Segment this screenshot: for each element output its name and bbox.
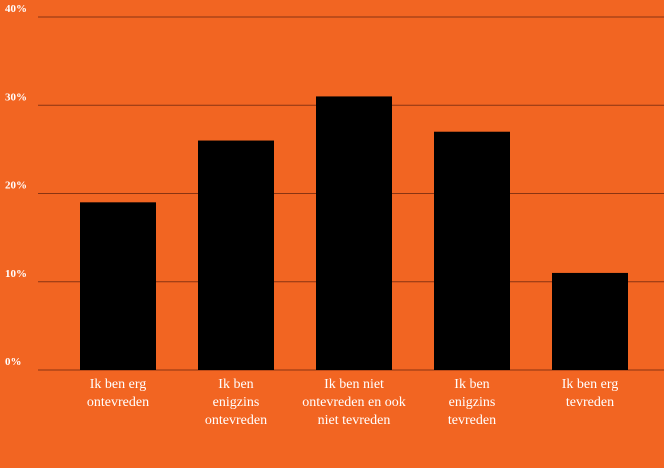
bar xyxy=(198,140,274,370)
y-tick-label: 0% xyxy=(5,356,22,368)
bar xyxy=(434,131,510,370)
x-tick-label: Ik ben erg ontevreden xyxy=(86,377,150,410)
y-tick-label: 30% xyxy=(5,91,27,103)
x-tick-label: Ik ben niet ontevreden en ook niet tevre… xyxy=(302,377,406,428)
x-tick-label: Ik ben enigzins tevreden xyxy=(447,377,497,428)
x-tick-label: Ik ben enigzins ontevreden xyxy=(204,377,268,428)
y-tick-label: 10% xyxy=(5,268,27,280)
x-tick-label: Ik ben erg tevreden xyxy=(561,377,619,410)
y-tick-label: 40% xyxy=(5,3,27,15)
y-tick-label: 20% xyxy=(5,180,27,192)
bar xyxy=(552,272,628,370)
bar xyxy=(80,202,156,370)
bar xyxy=(316,96,392,371)
